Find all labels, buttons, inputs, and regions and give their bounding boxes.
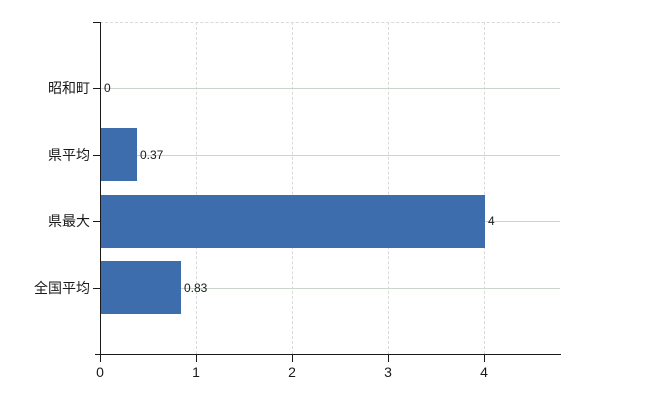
x-axis-tick [484,354,485,362]
x-axis-tick [196,354,197,362]
x-axis-tick [292,354,293,362]
gridline-vertical [388,22,389,354]
bar [101,128,137,181]
bar [101,261,181,314]
y-axis-tick [93,155,100,156]
gridline-horizontal [100,88,560,89]
y-axis-tick [93,88,100,89]
x-tick-label: 3 [384,364,392,380]
bar-value-label: 0.83 [184,281,208,295]
gridline-vertical [196,22,197,354]
y-axis-tick [93,288,100,289]
x-axis-tick [388,354,389,362]
x-tick-label: 4 [480,364,488,380]
y-axis-tick [93,22,100,23]
category-label: 県最大 [48,213,90,229]
plot-top-border [100,22,560,23]
bar-value-label: 0 [104,81,111,95]
category-label: 県平均 [48,147,90,163]
x-tick-label: 1 [192,364,200,380]
x-tick-label: 2 [288,364,296,380]
x-tick-label: 0 [96,364,104,380]
bar-value-label: 0.37 [140,148,164,162]
gridline-vertical [484,22,485,354]
gridline-horizontal [100,288,560,289]
category-label: 全国平均 [34,280,90,296]
y-axis-tick [93,221,100,222]
x-axis-line [95,354,561,355]
gridline-horizontal [100,155,560,156]
category-label: 昭和町 [48,80,90,96]
y-axis-line [100,22,101,362]
x-axis-tick [100,354,101,362]
gridline-vertical [292,22,293,354]
bar [101,195,485,248]
bar-value-label: 4 [488,214,495,228]
